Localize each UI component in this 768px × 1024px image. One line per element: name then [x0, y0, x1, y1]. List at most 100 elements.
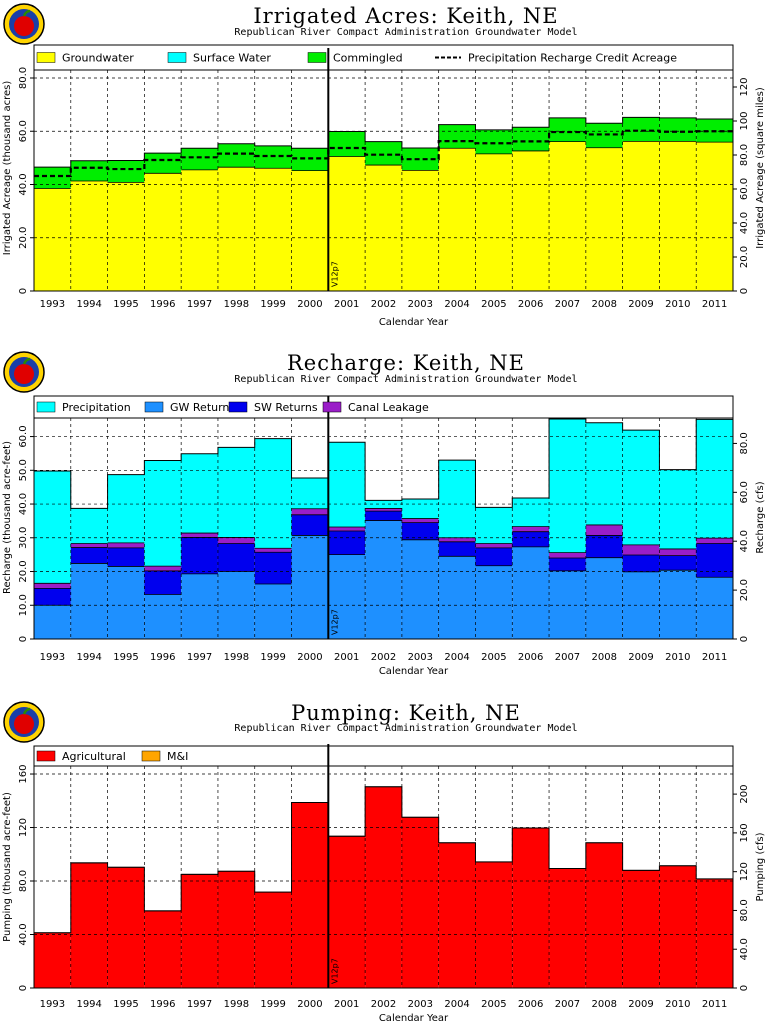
bar-commingled	[144, 153, 182, 174]
y-tick-label: 50.0	[18, 459, 29, 481]
bar-commingled	[401, 148, 439, 171]
legend-label: Groundwater	[62, 52, 134, 65]
bar-sw-returns	[365, 511, 402, 521]
legend-label: Canal Leakage	[348, 401, 429, 414]
bar-gw-returns	[328, 554, 366, 639]
bar-groundwater	[438, 148, 476, 291]
x-tick-label: 2006	[518, 652, 543, 663]
bar-gw-returns	[659, 570, 697, 639]
bar-precipitation	[696, 419, 733, 539]
bar-agricultural	[401, 817, 439, 988]
bar-sw-returns	[144, 570, 182, 595]
irrigated-acres-panel: Irrigated Acres: Keith, NE Republican Ri…	[0, 0, 768, 340]
y2-tick-label: 80.0	[739, 899, 750, 921]
x-tick-label: 1998	[224, 299, 249, 310]
bar-gw-returns	[475, 565, 513, 639]
x-tick-label: 1993	[40, 652, 65, 663]
bar-gw-returns	[144, 594, 182, 639]
y-tick-label: 40.0	[18, 923, 29, 945]
bar-gw-returns	[401, 539, 439, 639]
bar-groundwater	[217, 167, 255, 291]
legend-label: Agricultural	[62, 750, 126, 763]
bar-groundwater	[34, 188, 71, 291]
bar-canal-leakage	[365, 508, 402, 512]
x-tick-label: 2008	[592, 299, 617, 310]
bar-sw-returns	[107, 547, 145, 567]
bar-groundwater	[475, 153, 513, 291]
x-tick-label: 2004	[444, 999, 469, 1010]
bar-commingled	[512, 127, 550, 151]
x-tick-label: 2000	[297, 299, 322, 310]
bar-agricultural	[512, 828, 550, 988]
legend-swatch	[144, 401, 164, 413]
x-axis-label: Calendar Year	[379, 666, 449, 677]
y2-tick-label: 80.0	[739, 144, 750, 166]
x-tick-label: 2000	[297, 652, 322, 663]
x-tick-label: 2011	[702, 999, 727, 1010]
x-axis-label: Calendar Year	[379, 1013, 449, 1024]
y-tick-label: 60.0	[18, 120, 29, 142]
bar-canal-leakage	[659, 548, 697, 556]
bar-sw-returns	[181, 537, 218, 574]
bar-agricultural	[254, 892, 292, 988]
bar-canal-leakage	[254, 548, 292, 553]
x-tick-label: 2001	[334, 999, 359, 1010]
bar-canal-leakage	[622, 544, 660, 555]
bar-canal-leakage	[70, 543, 108, 548]
x-axis-label: Calendar Year	[379, 317, 449, 328]
bar-groundwater	[181, 169, 218, 291]
y2-tick-label: 20.0	[739, 579, 750, 601]
x-tick-label: 1999	[260, 299, 285, 310]
x-tick-label: 1995	[113, 999, 138, 1010]
bar-groundwater	[70, 181, 108, 291]
y2-tick-label: 20.0	[739, 246, 750, 268]
legend-label: Commingled	[333, 52, 403, 65]
chart-title: Recharge: Keith, NE	[287, 351, 525, 375]
bar-gw-returns	[181, 573, 218, 639]
bar-commingled	[181, 148, 218, 170]
bar-agricultural	[107, 867, 145, 988]
x-tick-label: 1996	[150, 999, 175, 1010]
bar-precipitation	[254, 438, 292, 549]
bar-gw-returns	[365, 520, 402, 639]
x-tick-label: 2009	[628, 999, 653, 1010]
legend-swatch	[36, 401, 56, 413]
y2-tick-label: 0	[739, 985, 750, 991]
y-axis-label: Pumping (thousand acre-feet)	[2, 792, 13, 942]
x-tick-label: 2008	[592, 652, 617, 663]
x-tick-label: 1996	[150, 652, 175, 663]
bar-precipitation	[181, 453, 218, 534]
bar-groundwater	[328, 156, 366, 291]
x-tick-label: 2010	[665, 299, 690, 310]
bar-sw-returns	[34, 588, 71, 606]
x-tick-label: 2001	[334, 652, 359, 663]
irrigated-acres-chart: V12p7 Groundwater Surface Water Commingled P…	[2, 44, 766, 328]
bar-precipitation	[34, 470, 71, 584]
bar-groundwater	[622, 141, 660, 291]
legend-label: SW Returns	[254, 401, 318, 414]
bar-precipitation	[549, 419, 586, 553]
bar-sw-returns	[622, 554, 660, 572]
x-tick-label: 2003	[408, 299, 433, 310]
x-tick-label: 2003	[408, 999, 433, 1010]
bar-canal-leakage	[549, 552, 586, 559]
bar-gw-returns	[512, 546, 550, 639]
x-tick-label: 2006	[518, 299, 543, 310]
bar-groundwater	[512, 150, 550, 291]
bar-commingled	[217, 143, 255, 168]
bar-sw-returns	[438, 541, 476, 557]
pumping-panel: Pumping: Keith, NE Republican River Comp…	[0, 690, 768, 1024]
x-tick-label: 2006	[518, 999, 543, 1010]
bar-sw-returns	[475, 547, 513, 566]
legend-swatch	[322, 401, 342, 413]
bar-groundwater	[254, 168, 292, 291]
bar-gw-returns	[438, 556, 476, 639]
bar-precipitation	[328, 442, 366, 527]
x-tick-label: 2008	[592, 999, 617, 1010]
x-tick-label: 2002	[371, 299, 396, 310]
bar-precipitation	[622, 430, 660, 545]
legend-swatch	[228, 401, 248, 413]
bar-precipitation	[512, 497, 550, 527]
x-tick-label: 1994	[76, 652, 101, 663]
bar-sw-returns	[328, 531, 366, 555]
